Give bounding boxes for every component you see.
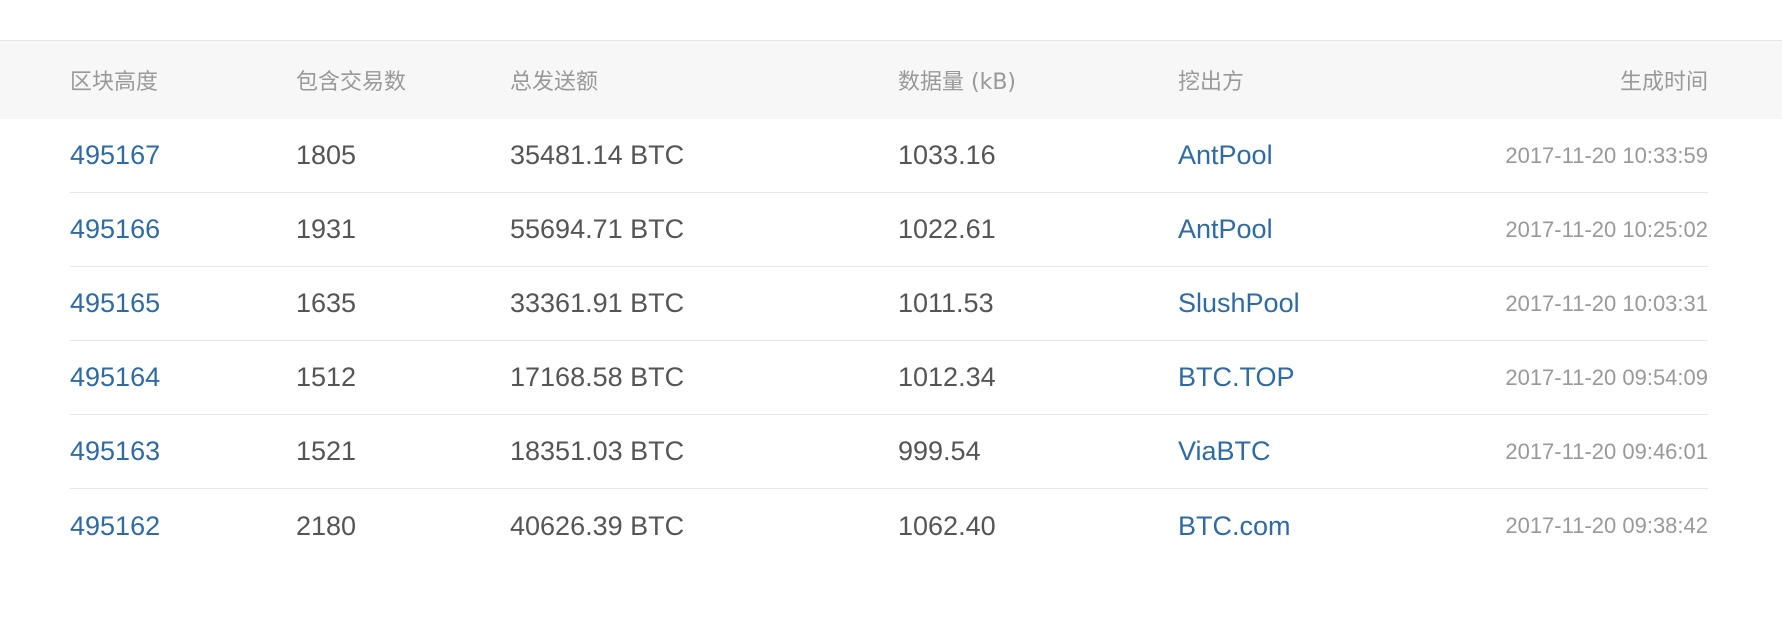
total-sent-cell: 17168.58 BTC	[510, 362, 685, 392]
column-header-size: 数据量 (kB)	[898, 70, 1016, 95]
time-cell: 2017-11-20 10:03:31	[1505, 290, 1708, 316]
top-divider	[0, 40, 1782, 41]
table-row: 495165 1635 33361.91 BTC 1011.53 SlushPo…	[70, 267, 1708, 341]
table-row: 495162 2180 40626.39 BTC 1062.40 BTC.com…	[70, 489, 1708, 563]
column-header-miner: 挖出方	[1178, 70, 1245, 95]
block-height-link[interactable]: 495164	[70, 362, 161, 392]
table-row: 495166 1931 55694.71 BTC 1022.61 AntPool…	[70, 193, 1708, 267]
tx-count-cell: 1521	[296, 436, 357, 466]
miner-link[interactable]: SlushPool	[1178, 288, 1300, 318]
total-sent-cell: 40626.39 BTC	[510, 510, 685, 541]
block-height-link[interactable]: 495167	[70, 140, 161, 170]
tx-count-cell: 1931	[296, 214, 357, 244]
size-cell: 1062.40	[898, 510, 996, 541]
time-cell: 2017-11-20 09:54:09	[1505, 364, 1708, 390]
total-sent-cell: 33361.91 BTC	[510, 288, 685, 318]
column-header-tx-count: 包含交易数	[296, 70, 407, 95]
miner-link[interactable]: AntPool	[1178, 214, 1273, 244]
column-header-block-height: 区块高度	[70, 70, 159, 95]
tx-count-cell: 1512	[296, 362, 357, 392]
column-header-time: 生成时间	[1619, 70, 1708, 95]
size-cell: 1033.16	[898, 140, 996, 170]
table-row: 495164 1512 17168.58 BTC 1012.34 BTC.TOP…	[70, 341, 1708, 415]
table-row: 495163 1521 18351.03 BTC 999.54 ViaBTC 2…	[70, 415, 1708, 489]
block-height-link[interactable]: 495165	[70, 288, 161, 318]
size-cell: 999.54	[898, 436, 981, 466]
tx-count-cell: 1805	[296, 140, 357, 170]
block-height-link[interactable]: 495166	[70, 214, 161, 244]
size-cell: 1011.53	[898, 288, 994, 318]
block-height-link[interactable]: 495162	[70, 510, 161, 541]
blocks-table: 区块高度 包含交易数 总发送额 数据量 (kB) 挖出方 生成时间 495167…	[70, 41, 1708, 563]
block-height-link[interactable]: 495163	[70, 436, 161, 466]
time-cell: 2017-11-20 09:46:01	[1505, 438, 1708, 464]
column-header-total-sent: 总发送额	[510, 70, 599, 95]
time-cell: 2017-11-20 10:33:59	[1505, 142, 1708, 168]
size-cell: 1022.61	[898, 214, 996, 244]
total-sent-cell: 55694.71 BTC	[510, 214, 685, 244]
size-cell: 1012.34	[898, 362, 996, 392]
table-row: 495167 1805 35481.14 BTC 1033.16 AntPool…	[70, 119, 1708, 193]
table-header-row: 区块高度 包含交易数 总发送额 数据量 (kB) 挖出方 生成时间	[70, 41, 1708, 119]
time-cell: 2017-11-20 09:38:42	[1505, 513, 1708, 538]
tx-count-cell: 2180	[296, 510, 357, 541]
time-cell: 2017-11-20 10:25:02	[1505, 216, 1708, 242]
tx-count-cell: 1635	[296, 288, 357, 318]
miner-link[interactable]: BTC.TOP	[1178, 362, 1295, 392]
table-header-background	[0, 41, 1782, 119]
miner-link[interactable]: ViaBTC	[1178, 436, 1271, 466]
miner-link[interactable]: AntPool	[1178, 140, 1273, 170]
total-sent-cell: 18351.03 BTC	[510, 436, 685, 466]
total-sent-cell: 35481.14 BTC	[510, 140, 685, 170]
miner-link[interactable]: BTC.com	[1178, 510, 1291, 541]
